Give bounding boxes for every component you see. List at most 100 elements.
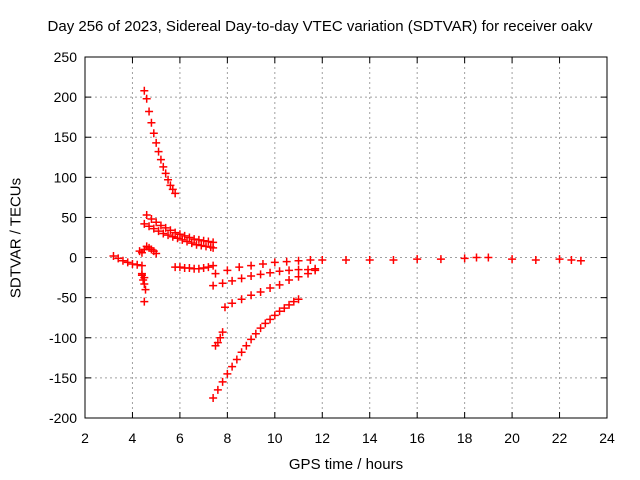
data-point bbox=[211, 269, 220, 278]
data-point bbox=[213, 385, 222, 394]
data-point bbox=[180, 231, 189, 240]
data-point bbox=[199, 263, 208, 272]
data-point bbox=[161, 223, 170, 232]
chart-title: Day 256 of 2023, Sidereal Day-to-day VTE… bbox=[47, 18, 593, 35]
data-point bbox=[118, 256, 127, 265]
data-point bbox=[285, 276, 294, 285]
data-point bbox=[156, 221, 165, 230]
y-tick-label: -200 bbox=[49, 410, 77, 426]
data-point bbox=[140, 86, 149, 95]
data-point bbox=[228, 362, 237, 371]
data-point bbox=[258, 259, 267, 268]
data-point bbox=[209, 393, 218, 402]
data-point bbox=[152, 138, 161, 147]
data-point bbox=[149, 129, 158, 138]
data-point bbox=[220, 303, 229, 312]
data-point bbox=[342, 255, 350, 264]
data-point bbox=[318, 255, 327, 264]
data-point bbox=[270, 311, 279, 320]
y-tick-label: -150 bbox=[49, 370, 77, 386]
data-point bbox=[235, 263, 244, 272]
data-point bbox=[218, 377, 227, 386]
data-point bbox=[275, 280, 284, 289]
data-point bbox=[137, 261, 146, 270]
data-point bbox=[123, 258, 132, 267]
data-point bbox=[190, 235, 199, 244]
data-point bbox=[228, 276, 237, 285]
x-tick-label: 4 bbox=[129, 430, 137, 446]
data-point bbox=[166, 181, 175, 190]
y-tick-label: 100 bbox=[54, 169, 78, 185]
x-tick-label: 20 bbox=[504, 430, 520, 446]
data-point bbox=[237, 295, 246, 304]
data-point bbox=[247, 272, 256, 281]
data-point bbox=[242, 341, 251, 350]
data-point bbox=[508, 255, 517, 264]
data-point bbox=[194, 235, 203, 244]
x-tick-label: 12 bbox=[314, 430, 330, 446]
y-tick-label: 200 bbox=[54, 89, 78, 105]
data-point bbox=[140, 297, 149, 306]
data-point bbox=[266, 284, 275, 293]
x-tick-label: 8 bbox=[223, 430, 231, 446]
data-point bbox=[194, 264, 203, 273]
data-point bbox=[218, 328, 227, 337]
data-point bbox=[154, 147, 163, 156]
data-point bbox=[166, 226, 175, 235]
data-point bbox=[256, 324, 265, 333]
data-point bbox=[306, 255, 315, 264]
data-point bbox=[152, 249, 161, 258]
data-point bbox=[159, 229, 168, 238]
data-point bbox=[154, 227, 163, 236]
data-point bbox=[168, 185, 177, 194]
data-point bbox=[197, 241, 206, 250]
data-point bbox=[218, 279, 227, 288]
data-point bbox=[183, 237, 192, 246]
y-tick-label: 0 bbox=[69, 250, 77, 266]
data-point bbox=[109, 251, 118, 260]
data-point bbox=[275, 267, 284, 276]
data-point bbox=[173, 234, 182, 243]
data-point bbox=[576, 256, 585, 265]
data-point bbox=[213, 338, 222, 347]
data-point bbox=[472, 253, 481, 262]
data-point bbox=[152, 218, 161, 227]
data-point bbox=[140, 273, 149, 282]
x-tick-label: 10 bbox=[267, 430, 283, 446]
data-point bbox=[484, 253, 493, 262]
data-point bbox=[237, 274, 246, 283]
x-tick-label: 22 bbox=[552, 430, 568, 446]
data-point bbox=[159, 162, 168, 171]
data-point bbox=[199, 236, 208, 245]
data-point bbox=[460, 254, 469, 263]
plot-frame bbox=[84, 56, 608, 419]
y-axis-label: SDTVAR / TECUs bbox=[7, 177, 25, 299]
data-point bbox=[413, 255, 422, 264]
x-tick-label: 2 bbox=[81, 430, 89, 446]
y-tick-label: 150 bbox=[54, 129, 78, 145]
data-point bbox=[311, 266, 320, 275]
data-point bbox=[270, 258, 279, 267]
data-point bbox=[266, 268, 275, 277]
data-point bbox=[142, 211, 151, 220]
data-point bbox=[114, 254, 123, 263]
data-point bbox=[280, 304, 289, 313]
data-point bbox=[285, 266, 294, 275]
data-point bbox=[140, 219, 149, 228]
data-point bbox=[436, 255, 445, 264]
data-point bbox=[266, 315, 275, 324]
data-point bbox=[185, 233, 194, 242]
x-tick-label: 16 bbox=[409, 430, 425, 446]
data-point bbox=[204, 263, 213, 272]
data-point bbox=[141, 285, 150, 294]
data-point bbox=[247, 335, 256, 344]
data-point bbox=[294, 256, 303, 265]
data-point bbox=[171, 228, 180, 237]
data-point bbox=[223, 369, 232, 378]
data-point bbox=[256, 270, 265, 279]
data-point bbox=[147, 215, 156, 224]
y-tick-label: -50 bbox=[57, 290, 77, 306]
y-tick-label: 50 bbox=[61, 209, 77, 225]
data-point bbox=[168, 232, 177, 241]
